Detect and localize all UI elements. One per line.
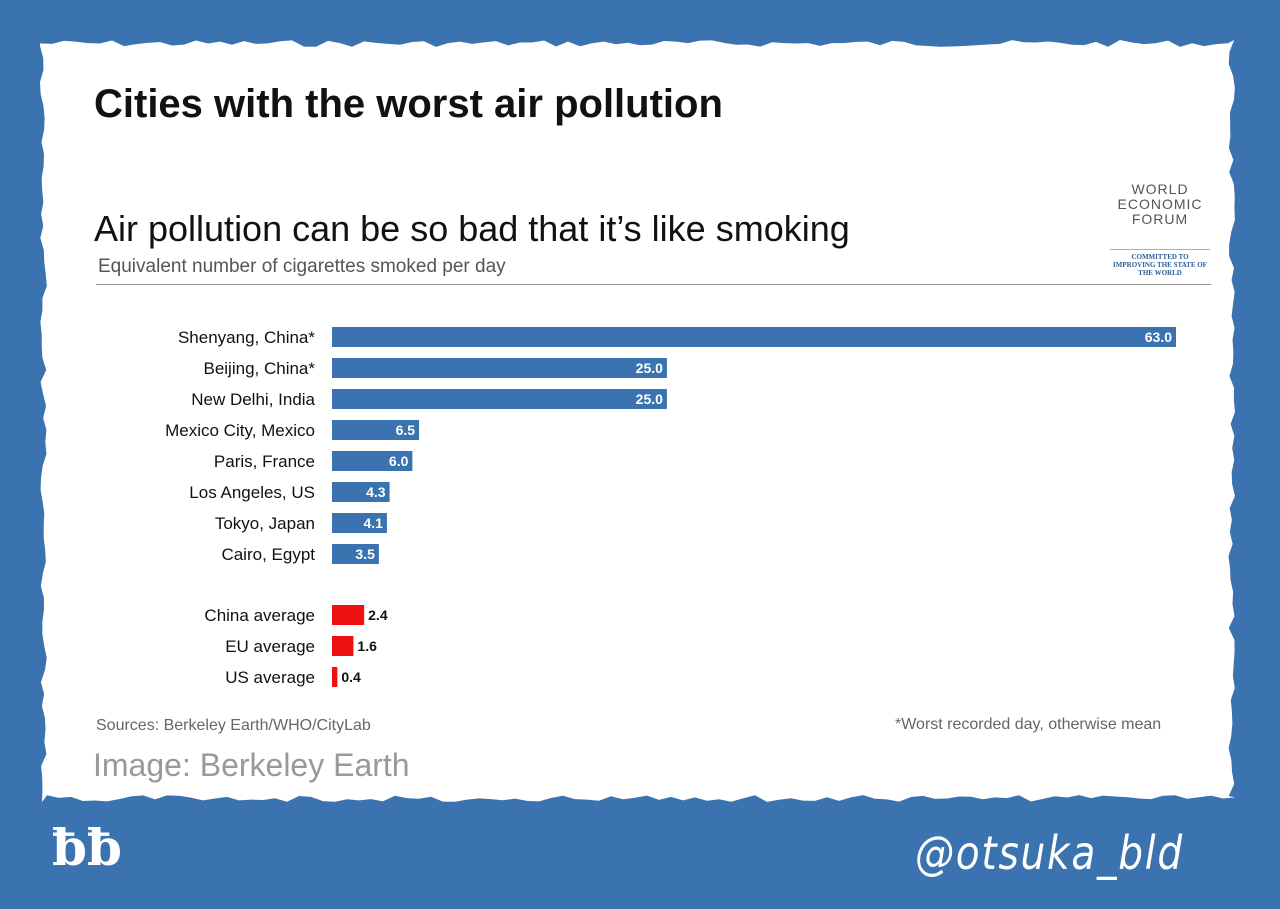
card — [40, 40, 1235, 802]
bar — [332, 513, 387, 533]
data-label: 25.0 — [636, 391, 663, 407]
category-label: Cairo, Egypt — [221, 545, 315, 564]
bar — [332, 482, 390, 502]
bar — [332, 389, 667, 409]
category-label: Paris, France — [214, 452, 315, 471]
bar — [332, 636, 354, 656]
data-label: 63.0 — [1145, 329, 1172, 345]
data-label: 25.0 — [636, 360, 663, 376]
bar — [332, 605, 365, 625]
data-label: 1.6 — [357, 638, 377, 654]
data-label: 2.4 — [368, 607, 388, 623]
brand-mark: ƀƀ — [52, 818, 122, 877]
page-title: Cities with the worst air pollution — [94, 82, 723, 126]
bar — [332, 544, 379, 564]
bar — [332, 420, 420, 440]
chart-title: Air pollution can be so bad that it’s li… — [94, 208, 850, 249]
bar — [332, 327, 1176, 347]
footnote: *Worst recorded day, otherwise mean — [895, 716, 1162, 733]
category-label: Beijing, China* — [203, 359, 315, 378]
category-label: Los Angeles, US — [189, 483, 315, 502]
image-credit: Image: Berkeley Earth — [93, 747, 410, 783]
category-label: China average — [204, 606, 315, 625]
data-label: 4.1 — [363, 515, 383, 531]
category-label: EU average — [225, 637, 315, 656]
divider — [96, 284, 1211, 285]
data-label: 0.4 — [341, 669, 361, 685]
data-label: 4.3 — [366, 484, 386, 500]
category-label: Shenyang, China* — [178, 328, 315, 347]
bar — [332, 358, 667, 378]
author-handle: @otsuka_bld — [915, 826, 1184, 880]
data-label: 6.5 — [396, 422, 416, 438]
category-label: Mexico City, Mexico — [165, 421, 315, 440]
data-label: 3.5 — [355, 546, 375, 562]
bar — [332, 451, 413, 471]
wef-logo: WORLD ECONOMIC FORUM COMMITTED TO IMPROV… — [1110, 182, 1210, 277]
chart-subtitle: Equivalent number of cigarettes smoked p… — [98, 256, 506, 277]
category-label: US average — [225, 668, 315, 687]
sources: Sources: Berkeley Earth/WHO/CityLab — [96, 717, 371, 734]
bar — [332, 667, 338, 687]
data-label: 6.0 — [389, 453, 409, 469]
category-label: Tokyo, Japan — [215, 514, 315, 533]
category-label: New Delhi, India — [191, 390, 315, 409]
